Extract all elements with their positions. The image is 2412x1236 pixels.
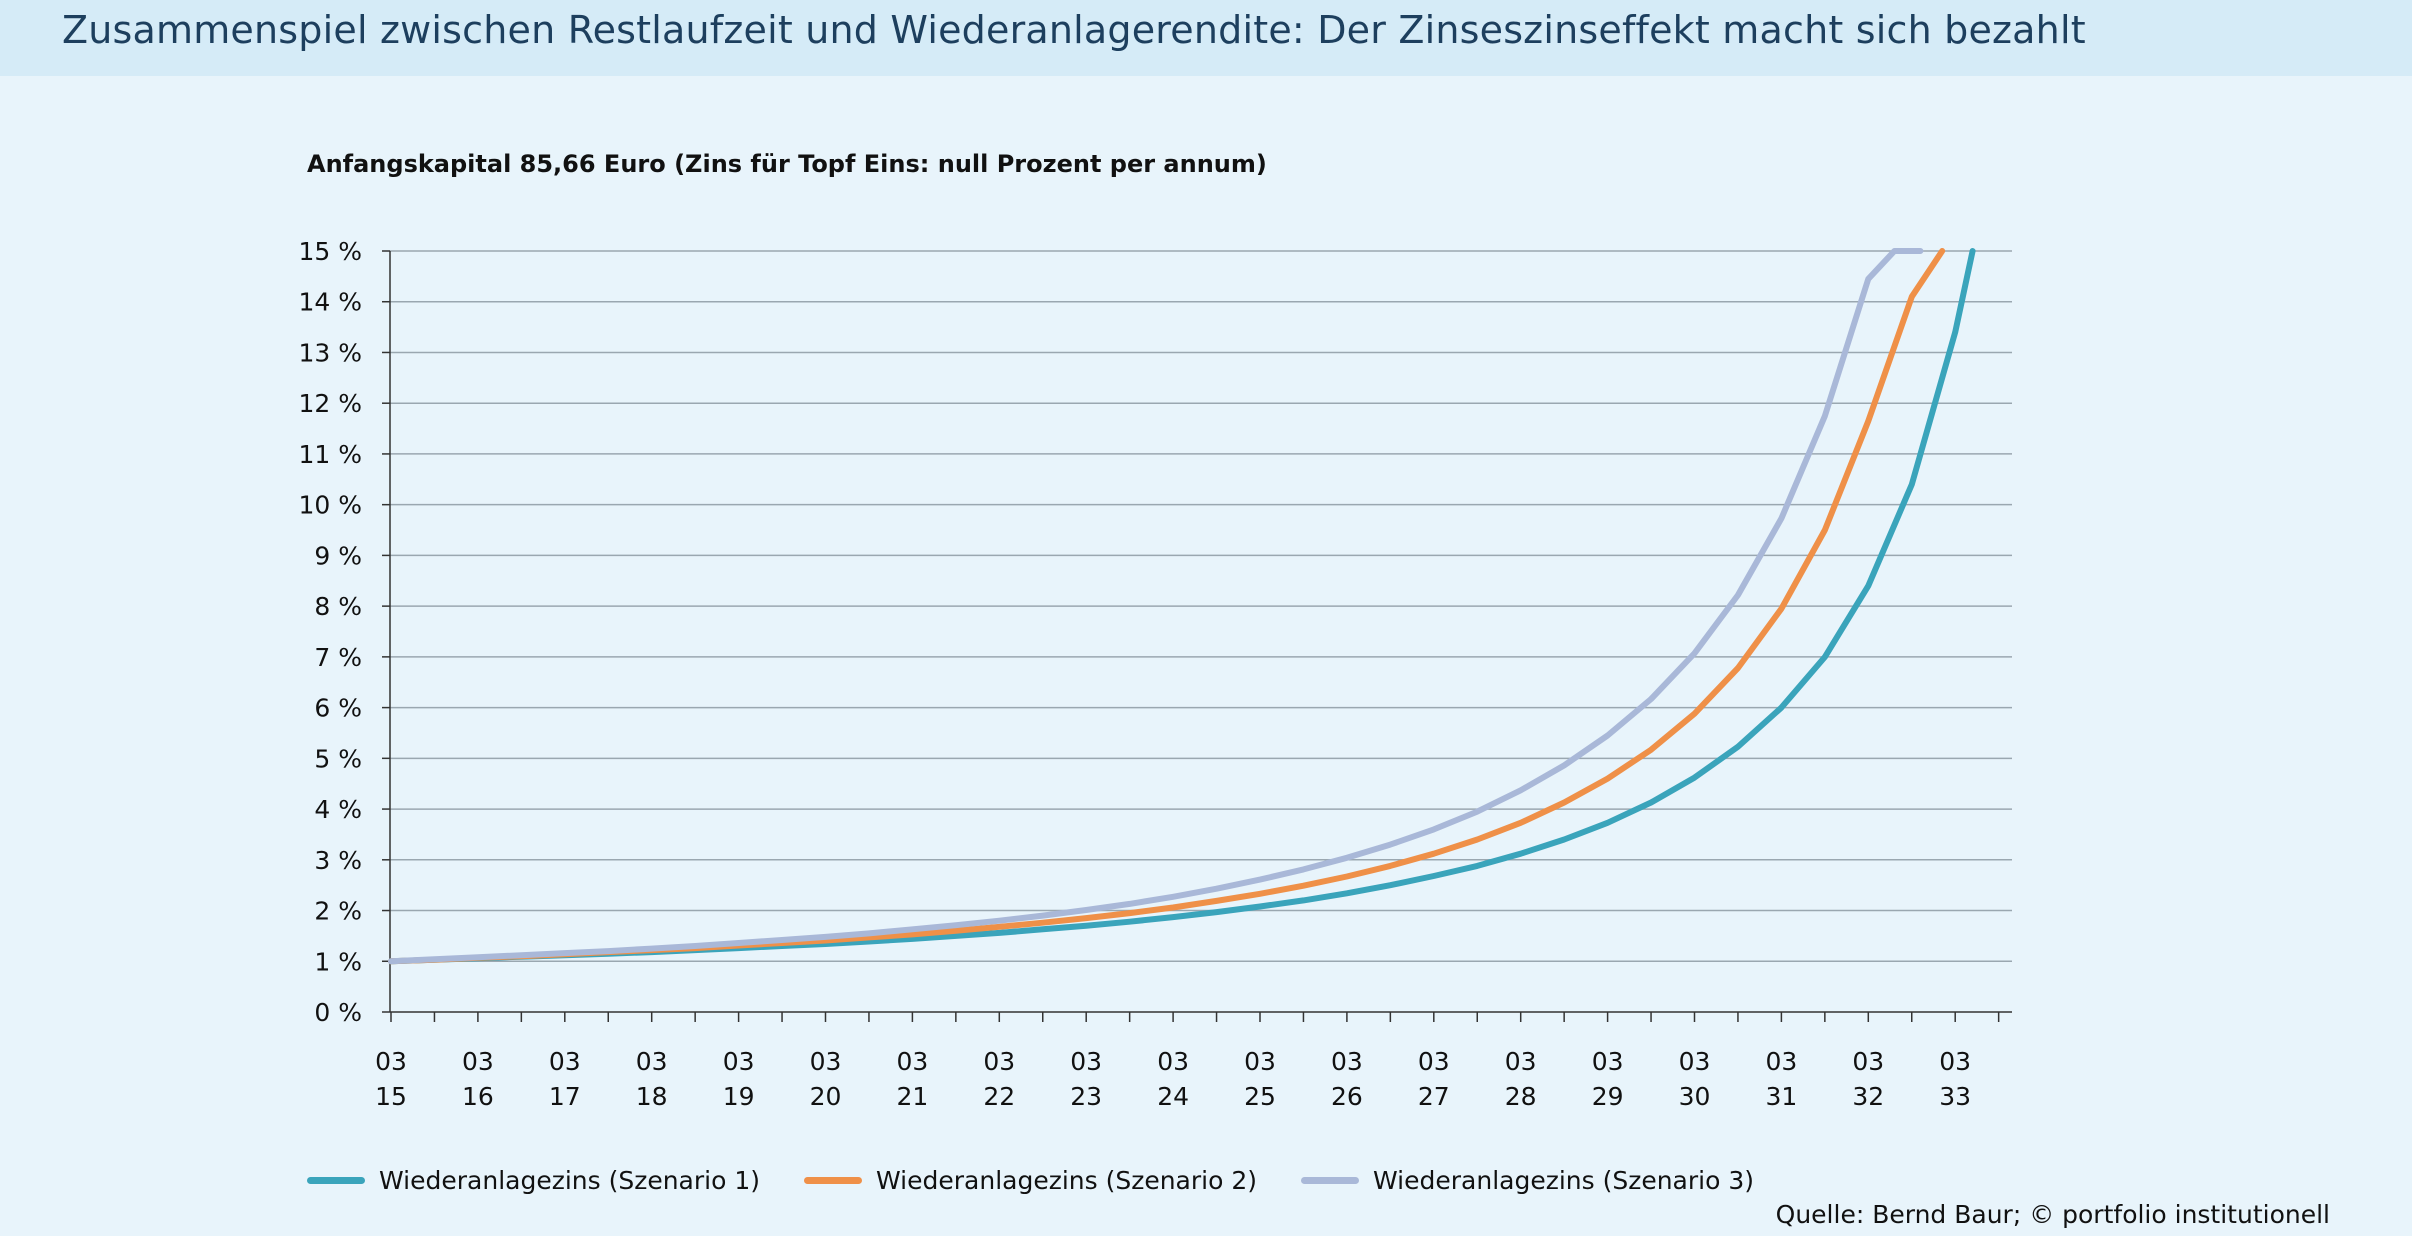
x-tick-label-bottom: 33 — [1939, 1082, 1971, 1111]
x-tick-label-bottom: 32 — [1852, 1082, 1884, 1111]
y-tick-label: 7 % — [314, 643, 362, 672]
x-tick-label-top: 03 — [810, 1047, 842, 1076]
x-tick-label-bottom: 17 — [549, 1082, 581, 1111]
x-tick-label-bottom: 29 — [1592, 1082, 1624, 1111]
legend-swatch — [804, 1176, 862, 1184]
legend-label: Wiederanlagezins (Szenario 2) — [876, 1165, 1258, 1195]
y-tick-label: 2 % — [314, 897, 362, 926]
x-tick-label-top: 03 — [1939, 1047, 1971, 1076]
y-tick-label: 1 % — [314, 947, 362, 976]
y-tick-label: 0 % — [314, 998, 362, 1027]
legend-item: Wiederanlagezins (Szenario 3) — [1301, 1162, 1754, 1198]
x-tick-label-top: 03 — [1157, 1047, 1189, 1076]
x-tick-label-top: 03 — [1679, 1047, 1711, 1076]
page-title: Zusammenspiel zwischen Restlaufzeit und … — [62, 8, 2086, 52]
x-tick-label-top: 03 — [1070, 1047, 1102, 1076]
chart-title: Anfangskapital 85,66 Euro (Zins für Topf… — [307, 150, 1267, 178]
y-tick-label: 3 % — [314, 846, 362, 875]
x-tick-label-top: 03 — [896, 1047, 928, 1076]
y-tick-label: 14 % — [298, 288, 362, 317]
x-tick-label-bottom: 20 — [810, 1082, 842, 1111]
y-tick-label: 4 % — [314, 795, 362, 824]
x-tick-label-bottom: 25 — [1244, 1082, 1276, 1111]
x-tick-label-bottom: 31 — [1765, 1082, 1797, 1111]
y-tick-label: 5 % — [314, 744, 362, 773]
x-tick-label-top: 03 — [983, 1047, 1015, 1076]
legend-label: Wiederanlagezins (Szenario 3) — [1373, 1165, 1755, 1195]
title-bar: Zusammenspiel zwischen Restlaufzeit und … — [0, 0, 2412, 76]
x-tick-label-top: 03 — [636, 1047, 668, 1076]
x-tick-label-top: 03 — [1505, 1047, 1537, 1076]
legend-item: Wiederanlagezins (Szenario 2) — [804, 1162, 1257, 1198]
x-tick-label-bottom: 24 — [1157, 1082, 1189, 1111]
x-tick-label-bottom: 30 — [1679, 1082, 1711, 1111]
x-tick-label-top: 03 — [1418, 1047, 1450, 1076]
y-tick-label: 10 % — [298, 491, 362, 520]
y-tick-label: 9 % — [314, 541, 362, 570]
legend-item: Wiederanlagezins (Szenario 1) — [307, 1162, 760, 1198]
y-tick-label: 15 % — [298, 237, 362, 266]
legend-label: Wiederanlagezins (Szenario 1) — [379, 1165, 761, 1195]
source-note: Quelle: Bernd Baur; © portfolio institut… — [1775, 1200, 2330, 1229]
y-tick-label: 11 % — [298, 440, 362, 469]
x-tick-label-top: 03 — [723, 1047, 755, 1076]
legend-swatch — [307, 1176, 365, 1184]
x-tick-label-top: 03 — [462, 1047, 494, 1076]
x-tick-label-top: 03 — [549, 1047, 581, 1076]
x-tick-label-top: 03 — [1765, 1047, 1797, 1076]
y-tick-label: 12 % — [298, 389, 362, 418]
x-tick-label-bottom: 16 — [462, 1082, 494, 1111]
y-tick-label: 13 % — [298, 338, 362, 367]
y-tick-label: 6 % — [314, 694, 362, 723]
x-tick-label-bottom: 21 — [896, 1082, 928, 1111]
x-tick-label-top: 03 — [1244, 1047, 1276, 1076]
series-line-3 — [388, 248, 1924, 965]
x-tick-label-bottom: 26 — [1331, 1082, 1363, 1111]
x-tick-label-bottom: 15 — [375, 1082, 407, 1111]
x-tick-label-bottom: 27 — [1418, 1082, 1450, 1111]
x-tick-label-bottom: 23 — [1070, 1082, 1102, 1111]
x-tick-label-bottom: 22 — [983, 1082, 1015, 1111]
y-tick-label: 8 % — [314, 592, 362, 621]
x-tick-label-top: 03 — [375, 1047, 407, 1076]
x-tick-label-top: 03 — [1852, 1047, 1884, 1076]
x-tick-label-bottom: 28 — [1505, 1082, 1537, 1111]
x-tick-label-top: 03 — [1592, 1047, 1624, 1076]
legend-swatch — [1301, 1176, 1359, 1184]
x-tick-label-bottom: 18 — [636, 1082, 668, 1111]
x-tick-label-top: 03 — [1331, 1047, 1363, 1076]
x-tick-label-bottom: 19 — [723, 1082, 755, 1111]
